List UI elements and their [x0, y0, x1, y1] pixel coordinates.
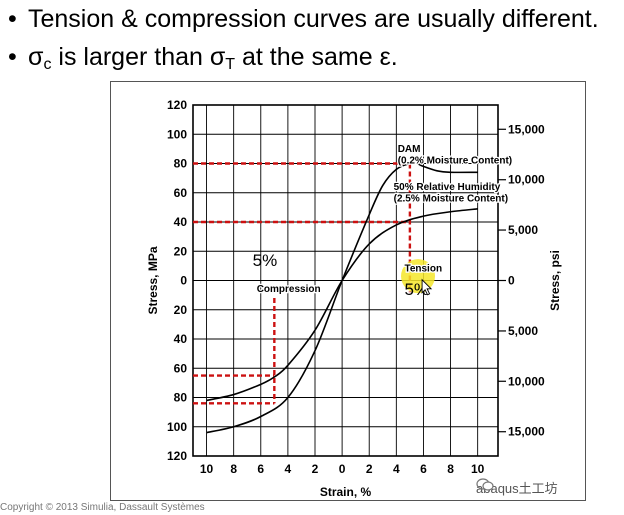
x-tick-label: 0 [339, 462, 346, 476]
y-tick-label: 100 [167, 127, 187, 141]
x-tick-label: 2 [312, 462, 319, 476]
bullet-sigma-comparison: • σc is larger than σT at the same ε. [8, 42, 398, 80]
series-line-dam [206, 162, 478, 434]
subscript-t: T [225, 56, 236, 73]
psi-tick-label: 5,000 [508, 324, 538, 338]
y-tick-label: 100 [167, 420, 187, 434]
y-tick-label: 40 [174, 215, 188, 229]
psi-tick-label: 15,000 [508, 122, 545, 136]
psi-tick-label: 0 [508, 274, 515, 288]
subscript-c: c [43, 56, 52, 73]
annotation-rh: 50% Relative Humidity [394, 182, 501, 193]
x-tick-label: 6 [257, 462, 264, 476]
x-tick-label: 10 [471, 462, 485, 476]
bullet-dot: • [8, 5, 17, 33]
annotation-rh-moisture: (2.5% Moisture Content) [394, 194, 508, 205]
x-tick-label: 8 [230, 462, 237, 476]
wechat-icon [476, 478, 494, 491]
y-axis-label-left: Stress, MPa [146, 246, 160, 314]
watermark-text: abaqus土工坊 [476, 481, 558, 496]
annotation-tension: Tension [404, 264, 442, 275]
series-line-humidity [206, 208, 478, 402]
x-tick-label: 8 [447, 462, 454, 476]
psi-tick-label: 10,000 [508, 173, 545, 187]
x-axis-label: Strain, % [320, 485, 372, 499]
y-tick-label: 20 [174, 244, 188, 258]
y-axis-label-right: Stress, psi [548, 250, 562, 311]
annotation-compression: Compression [257, 284, 321, 295]
y-tick-label: 20 [174, 303, 188, 317]
psi-tick-label: 5,000 [508, 223, 538, 237]
y-tick-label: 80 [174, 157, 188, 171]
sigma-symbol: σ [28, 43, 44, 71]
annotation-dam-moisture: (0.2% Moisture Content) [398, 156, 512, 167]
y-tick-label: 120 [167, 449, 187, 463]
y-tick-label: 0 [180, 274, 187, 288]
psi-tick-label: 15,000 [508, 425, 545, 439]
x-tick-label: 2 [366, 462, 373, 476]
bullet-text: Tension & compression curves are usually… [28, 5, 599, 33]
bullet-suffix-text: at the same ε. [235, 43, 398, 71]
y-tick-label: 80 [174, 391, 188, 405]
bullet-dot: • [8, 43, 17, 71]
mouse-cursor-icon [421, 278, 433, 296]
x-tick-label: 4 [285, 462, 292, 476]
x-tick-label: 6 [420, 462, 427, 476]
chart-frame: 10 8 6 4 2 0 2 4 6 8 10 120 100 80 60 40 20 0 20 40 60 80 100 1… [110, 81, 586, 501]
annotation-5pct-compression: 5% [253, 251, 278, 270]
y-tick-label: 60 [174, 186, 188, 200]
x-tick-label: 10 [200, 462, 214, 476]
y-tick-label: 40 [174, 332, 188, 346]
bullet-mid-text: is larger than σ [51, 43, 226, 71]
x-tick-label: 4 [393, 462, 400, 476]
bullet-tension-compression: • Tension & compression curves are usuall… [8, 4, 599, 34]
watermark: abaqus土工坊 [476, 478, 558, 497]
copyright-footer: Copyright © 2013 Simulia, Dassault Systè… [0, 502, 205, 513]
psi-tick-label: 10,000 [508, 374, 545, 388]
annotation-dam: DAM [398, 144, 421, 155]
y-tick-label: 60 [174, 361, 188, 375]
y-tick-label: 120 [167, 98, 187, 112]
stress-strain-chart: 10 8 6 4 2 0 2 4 6 8 10120100806040200204060801001… [146, 98, 562, 499]
